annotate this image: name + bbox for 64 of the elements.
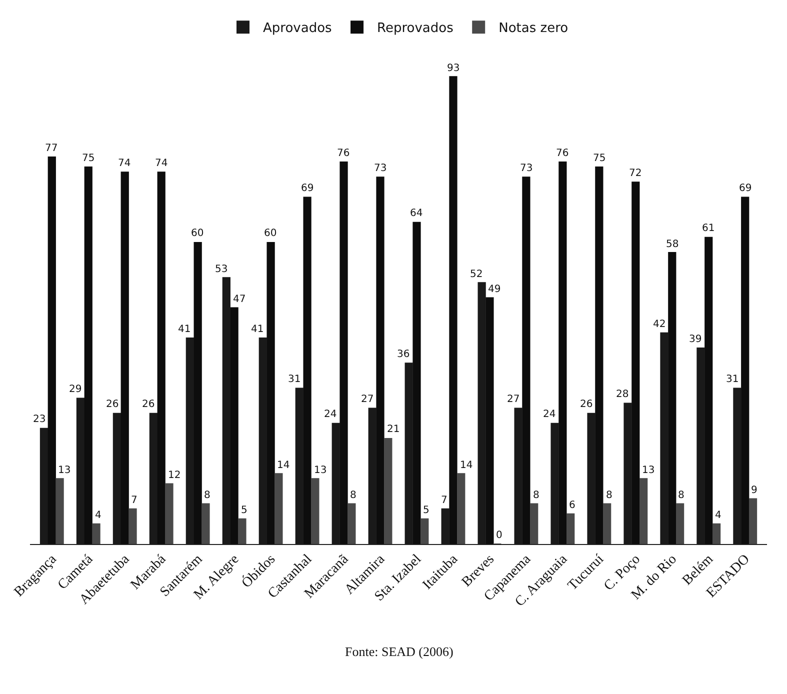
data-label: 73 (374, 163, 387, 174)
data-label: 49 (488, 284, 501, 295)
data-label: 23 (33, 414, 46, 425)
data-label: 24 (543, 409, 556, 420)
data-label: 13 (642, 465, 655, 476)
data-label: 13 (314, 465, 327, 476)
data-label: 61 (702, 223, 715, 234)
data-label: 13 (58, 465, 71, 476)
data-label: 4 (715, 510, 722, 521)
data-label: 60 (191, 228, 204, 239)
data-label: 29 (69, 384, 82, 395)
data-label: 41 (251, 324, 264, 335)
data-label: 52 (470, 269, 483, 280)
data-label: 28 (616, 389, 629, 400)
data-label: 76 (337, 148, 350, 159)
data-label: 0 (496, 530, 502, 541)
data-label: 8 (606, 490, 612, 501)
data-label: 31 (288, 374, 301, 385)
data-label: 60 (264, 228, 277, 239)
data-label: 8 (678, 490, 684, 501)
data-label: 8 (350, 490, 356, 501)
data-label: 26 (580, 399, 593, 410)
data-label: 75 (82, 153, 95, 164)
data-label: 27 (507, 394, 520, 405)
data-label: 5 (241, 505, 248, 516)
source-note: Fonte: SEAD (2006) (345, 644, 454, 659)
legend-label: Notas zero (498, 21, 568, 36)
data-label: 47 (233, 294, 246, 305)
data-label: 53 (215, 264, 228, 275)
data-label: 58 (666, 239, 679, 250)
data-label: 69 (739, 183, 752, 194)
data-label: 64 (410, 208, 423, 219)
data-label: 73 (520, 163, 533, 174)
data-label: 24 (324, 409, 337, 420)
data-label: 26 (106, 399, 119, 410)
data-label: 72 (629, 168, 642, 179)
data-label: 42 (653, 319, 666, 330)
data-label: 31 (726, 374, 739, 385)
data-label: 9 (751, 485, 758, 496)
data-label: 93 (447, 63, 460, 74)
data-label: 4 (95, 510, 102, 521)
data-label: 77 (45, 143, 58, 154)
data-label: 26 (142, 399, 155, 410)
data-label: 7 (441, 495, 448, 506)
data-label: 5 (423, 505, 430, 516)
data-label: 36 (397, 349, 410, 360)
data-label: 14 (277, 460, 290, 471)
data-label: 8 (533, 490, 540, 501)
data-label: 7 (131, 495, 138, 506)
data-label: 76 (556, 148, 569, 159)
data-label: 8 (204, 490, 210, 501)
data-label: 21 (387, 424, 400, 435)
data-label: 75 (593, 153, 606, 164)
legend-label: Reprovados (377, 21, 454, 36)
data-label: 39 (689, 334, 702, 345)
data-label: 14 (460, 460, 473, 471)
legend-label: Aprovados (263, 21, 332, 36)
data-label: 69 (301, 183, 314, 194)
data-label: 41 (178, 324, 191, 335)
data-label: 74 (118, 158, 131, 169)
data-label: 12 (168, 470, 181, 481)
data-label: 74 (155, 158, 168, 169)
data-label: 6 (569, 500, 576, 511)
data-label: 27 (361, 394, 374, 405)
